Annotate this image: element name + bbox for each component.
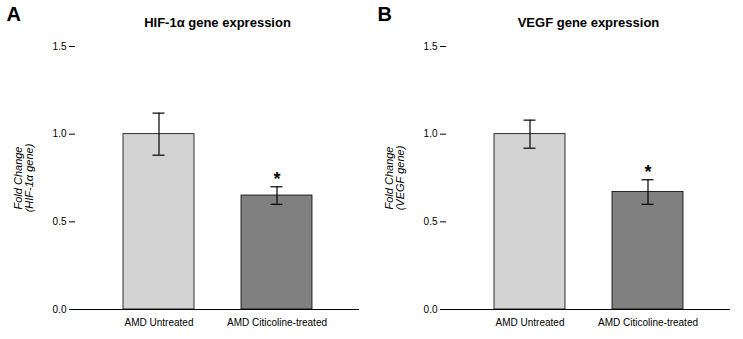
- svg-text:Fold Change(HIF-1α gene): Fold Change(HIF-1α gene): [12, 143, 35, 212]
- svg-text:0.0: 0.0: [53, 304, 67, 315]
- svg-text:0.5: 0.5: [53, 216, 67, 227]
- svg-text:AMD Untreated: AMD Untreated: [125, 317, 194, 328]
- svg-text:1.5: 1.5: [53, 41, 67, 52]
- svg-text:AMD Citicoline-treated: AMD Citicoline-treated: [227, 317, 327, 328]
- svg-text:HIF-1α gene expression: HIF-1α gene expression: [144, 15, 291, 30]
- svg-text:AMD Untreated: AMD Untreated: [496, 317, 565, 328]
- svg-text:0.5: 0.5: [424, 216, 438, 227]
- svg-text:1.0: 1.0: [424, 128, 438, 139]
- svg-text:B: B: [378, 3, 392, 25]
- svg-text:Fold Change(VEGF gene): Fold Change(VEGF gene): [383, 145, 406, 210]
- svg-text:0.0: 0.0: [424, 304, 438, 315]
- svg-text:*: *: [273, 169, 280, 189]
- svg-text:A: A: [7, 3, 21, 25]
- svg-text:AMD Citicoline-treated: AMD Citicoline-treated: [598, 317, 698, 328]
- svg-text:1.0: 1.0: [53, 128, 67, 139]
- svg-text:*: *: [644, 162, 651, 182]
- svg-text:1.5: 1.5: [424, 41, 438, 52]
- svg-text:VEGF gene expression: VEGF gene expression: [518, 15, 660, 30]
